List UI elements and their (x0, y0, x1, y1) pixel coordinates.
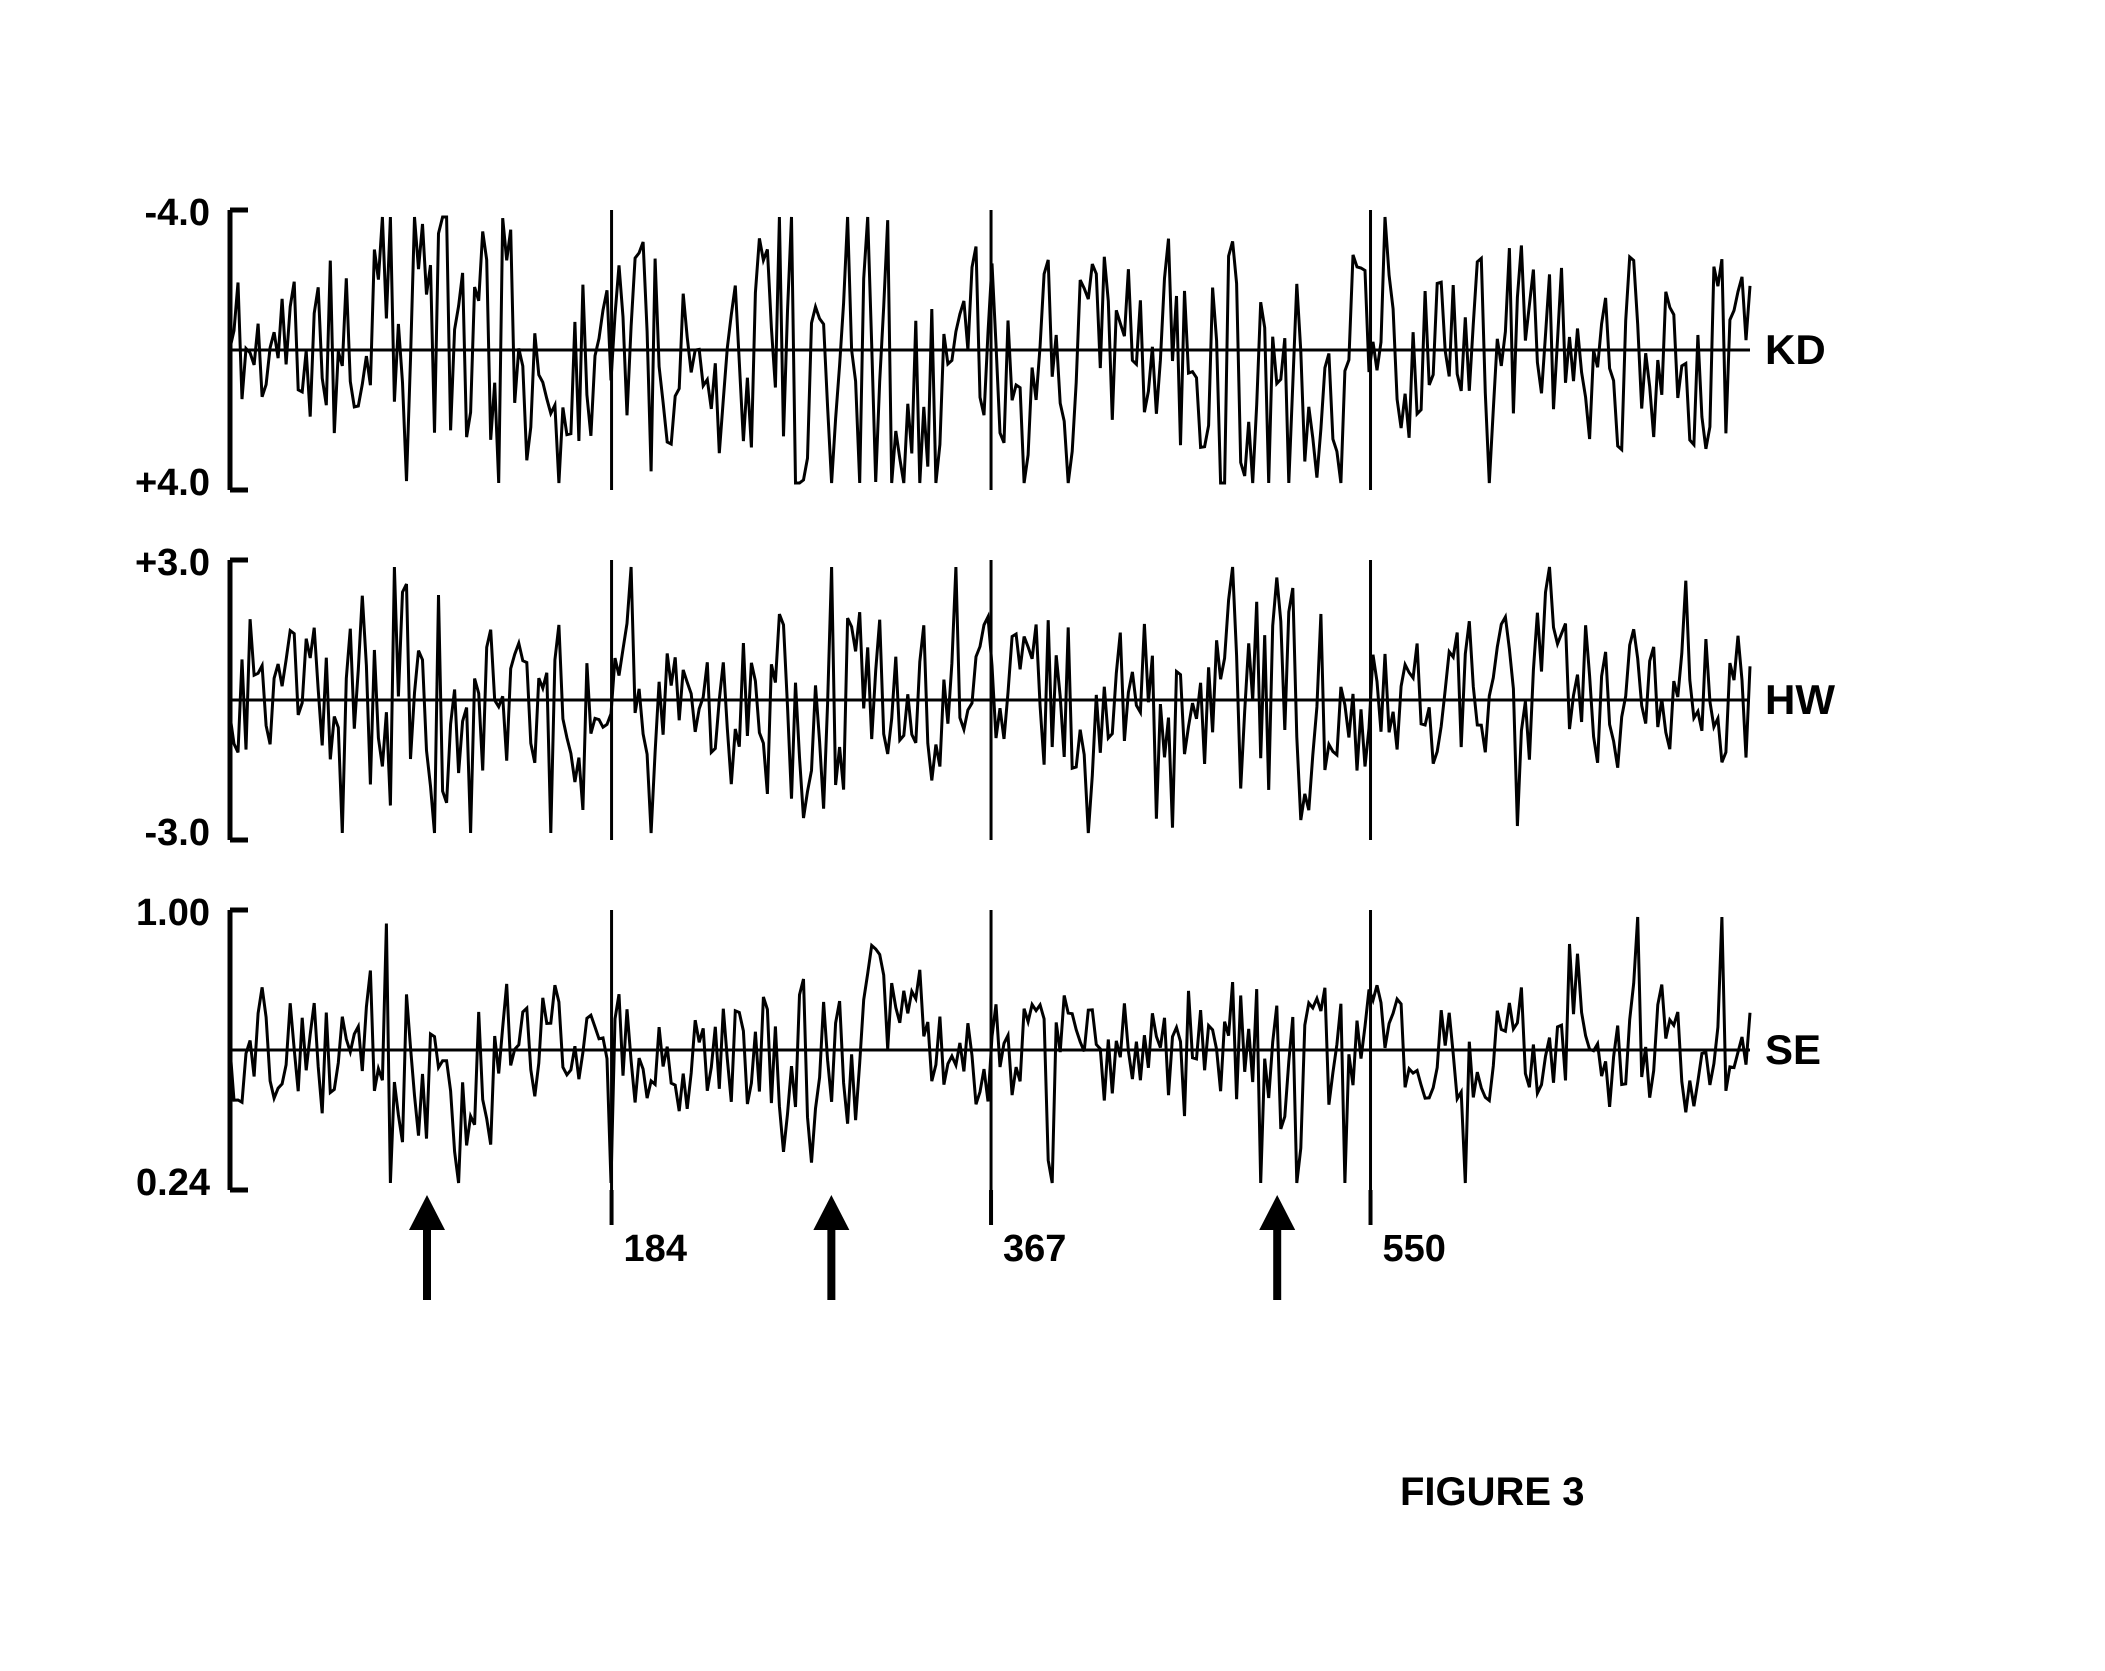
panel-SE (230, 910, 1750, 1190)
series-label-SE: SE (1765, 1026, 1821, 1074)
y-top-label-HW: +3.0 (90, 542, 210, 585)
series-label-HW: HW (1765, 676, 1835, 724)
x-axis (230, 1190, 1750, 1330)
panel-HW (230, 560, 1750, 840)
y-bottom-label-HW: -3.0 (90, 812, 210, 855)
y-bottom-label-KD: +4.0 (90, 462, 210, 505)
y-bottom-label-SE: 0.24 (90, 1162, 210, 1205)
arrow-up-icon (1259, 1195, 1295, 1300)
panel-KD (230, 210, 1750, 490)
arrow-up-icon (813, 1195, 849, 1300)
arrow-up-icon (409, 1195, 445, 1300)
figure-caption: FIGURE 3 (1400, 1470, 1584, 1515)
y-top-label-KD: -4.0 (90, 192, 210, 235)
figure-page: FIGURE 3 -4.0+4.0KD+3.0-3.0HW1.000.24SE1… (0, 0, 2105, 1671)
y-top-label-SE: 1.00 (90, 892, 210, 935)
series-label-KD: KD (1765, 326, 1826, 374)
